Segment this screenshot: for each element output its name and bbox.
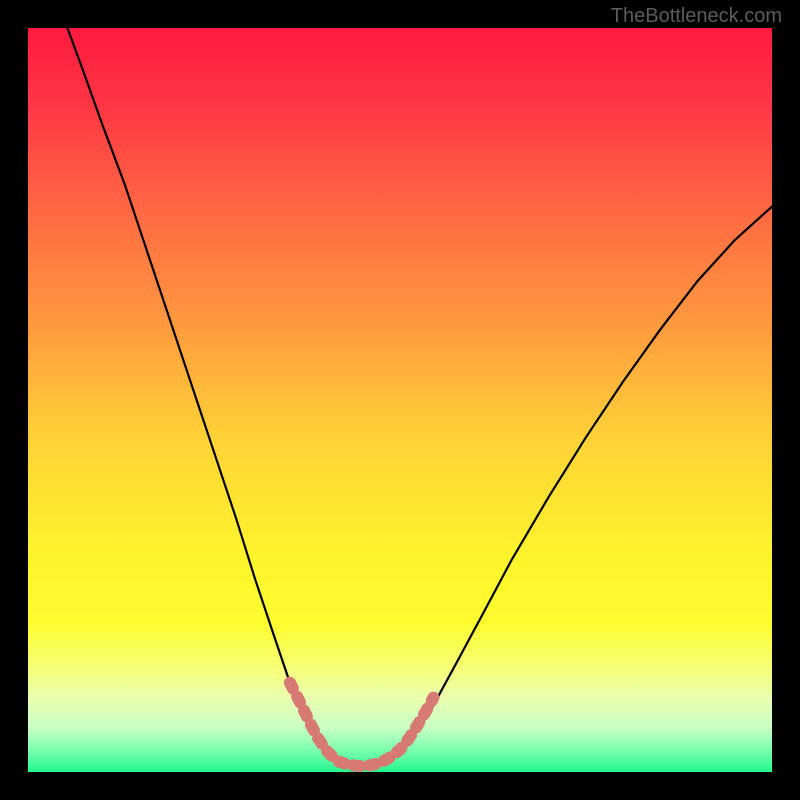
curve-layer — [28, 28, 772, 772]
bottleneck-curve — [67, 28, 772, 766]
outer-frame: TheBottleneck.com — [0, 0, 800, 800]
watermark-text: TheBottleneck.com — [611, 5, 782, 28]
highlight-markers — [290, 683, 434, 766]
plot-area — [28, 28, 772, 772]
